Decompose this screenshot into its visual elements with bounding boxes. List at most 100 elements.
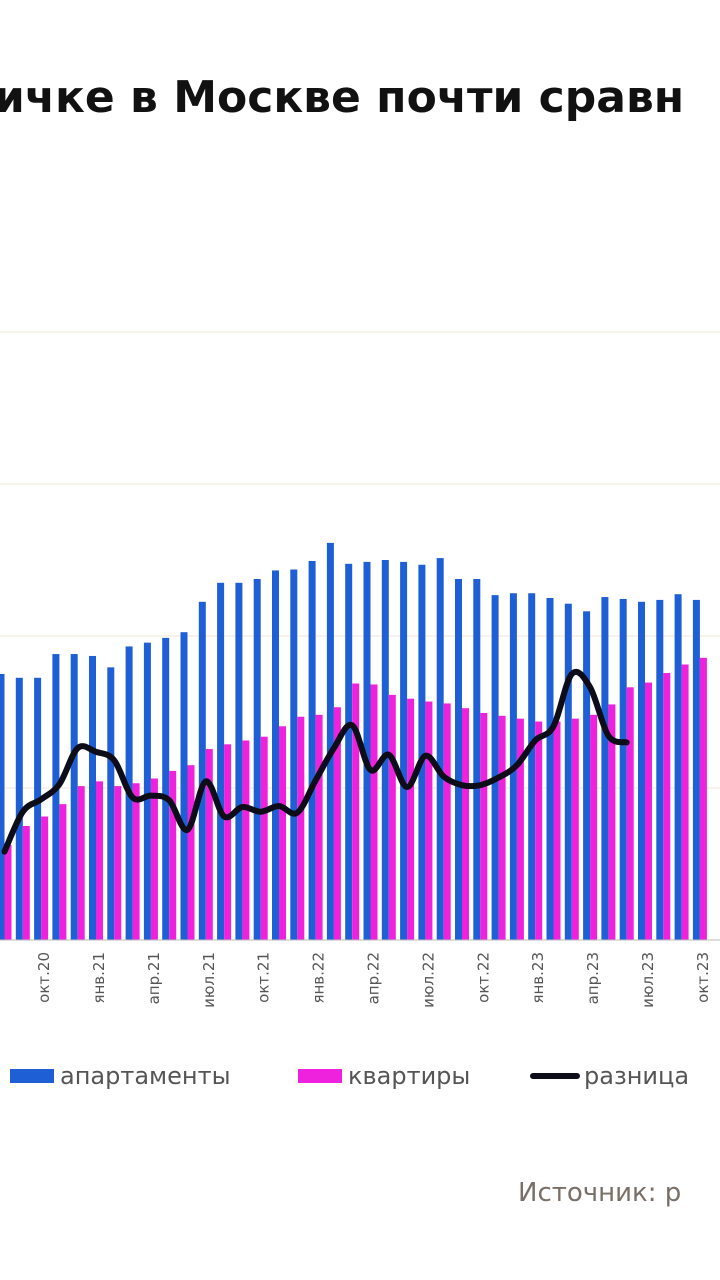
bar-flats	[699, 657, 707, 940]
legend-label-apartments: апартаменты	[60, 1062, 231, 1090]
legend-item-difference: разница	[530, 1058, 689, 1094]
bar-flats	[260, 736, 268, 940]
bar-flats	[443, 703, 451, 940]
bar-flats	[132, 783, 140, 940]
source-note: Источник: р	[518, 1178, 682, 1208]
bar-apartments	[656, 599, 664, 940]
bar-apartments	[491, 595, 499, 940]
chart-title: ичке в Москве почти сравн	[0, 72, 685, 123]
bar-apartments	[564, 603, 572, 940]
bar-apartments	[0, 674, 5, 940]
bar-apartments	[217, 582, 225, 940]
bar-flats	[22, 826, 30, 940]
x-tick-label: янв.21	[90, 952, 108, 1004]
bar-flats	[681, 664, 689, 940]
bar-apartments	[34, 677, 42, 940]
bar-flats	[279, 726, 286, 940]
bar-flats	[425, 701, 433, 940]
bar-flats	[333, 707, 341, 940]
bar-flats	[4, 845, 12, 940]
bar-apartments	[326, 542, 334, 940]
bar-flats	[626, 687, 634, 940]
bar-apartments	[162, 637, 170, 940]
legend-label-flats: квартиры	[348, 1062, 471, 1090]
bar-apartments	[546, 598, 554, 940]
legend-swatch-apartments	[10, 1069, 54, 1083]
x-tick-label: апр.23	[584, 952, 602, 1004]
bar-flats	[352, 683, 360, 940]
bar-apartments	[692, 599, 700, 940]
bar-flats	[242, 740, 250, 940]
bar-apartments	[308, 560, 316, 940]
bar-flats	[224, 744, 232, 940]
bar-apartments	[345, 563, 353, 940]
legend-swatch-difference	[530, 1073, 580, 1079]
bar-flats	[608, 704, 616, 940]
bar-apartments	[473, 579, 481, 940]
bar-apartments	[583, 611, 591, 940]
bar-apartments	[601, 597, 609, 940]
bar-apartments	[455, 579, 462, 940]
difference-line-layer	[1, 668, 630, 855]
bar-apartments	[381, 560, 389, 940]
bar-flats	[663, 673, 671, 940]
legend-label-difference: разница	[584, 1062, 690, 1090]
bar-apartments	[52, 654, 60, 940]
bar-apartments	[528, 593, 536, 940]
bar-flats	[535, 721, 543, 940]
bar-flats	[590, 714, 598, 940]
bar-flats	[169, 770, 177, 940]
bar-flats	[59, 804, 67, 940]
bar-flats	[96, 781, 103, 940]
bar-apartments	[272, 570, 279, 940]
x-tick-label: янв.22	[310, 952, 328, 1004]
x-tick-label: янв.23	[529, 952, 547, 1004]
bar-flats	[388, 694, 396, 940]
bar-apartments	[180, 632, 188, 940]
legend: апартаменты квартиры разница	[0, 1058, 720, 1094]
x-tick-label: апр.22	[365, 952, 383, 1004]
x-tick-labels: окт.20 янв.21 апр.21 июл.21 окт.21 янв.22 апр.…	[35, 952, 712, 1008]
difference-line	[1, 668, 630, 855]
bar-apartments	[400, 561, 408, 940]
x-tick-label: июл.23	[639, 952, 657, 1008]
bar-flats	[114, 786, 122, 940]
bar-flats	[41, 816, 49, 940]
legend-item-flats: квартиры	[298, 1058, 470, 1094]
bar-flats	[462, 708, 469, 940]
bar-flats	[297, 716, 305, 940]
bar-apartments	[15, 677, 23, 940]
bar-flats	[187, 765, 195, 940]
bar-flats	[370, 684, 378, 940]
bar-flats	[571, 718, 579, 940]
combo-chart: окт.20 янв.21 апр.21 июл.21 окт.21 янв.22 апр.…	[0, 331, 720, 1008]
bar-flats	[315, 714, 323, 940]
bar-flats	[645, 682, 652, 940]
legend-swatch-flats	[298, 1069, 342, 1083]
bar-apartments	[235, 582, 243, 940]
bar-apartments	[290, 569, 298, 940]
bar-apartments	[619, 598, 627, 940]
bar-flats	[77, 786, 85, 940]
bar-apartments	[363, 561, 371, 940]
bar-apartments	[418, 564, 426, 940]
x-tick-label: окт.23	[694, 952, 712, 1003]
bars	[0, 542, 707, 940]
bar-apartments	[107, 667, 115, 940]
bar-apartments	[89, 655, 96, 940]
x-tick-label: июл.21	[200, 952, 218, 1008]
bar-apartments	[198, 601, 206, 940]
bar-apartments	[436, 558, 444, 940]
legend-item-apartments: апартаменты	[10, 1058, 231, 1094]
bar-apartments	[638, 601, 645, 940]
bar-flats	[498, 715, 506, 940]
x-tick-label: окт.20	[35, 952, 53, 1003]
x-tick-label: окт.21	[255, 952, 273, 1003]
bar-apartments	[253, 579, 261, 940]
bar-flats	[150, 778, 158, 940]
bar-apartments	[70, 654, 78, 940]
bar-flats	[516, 718, 524, 940]
bar-flats	[205, 749, 213, 940]
x-tick-label: окт.22	[474, 952, 492, 1003]
x-tick-label: апр.21	[145, 952, 163, 1004]
